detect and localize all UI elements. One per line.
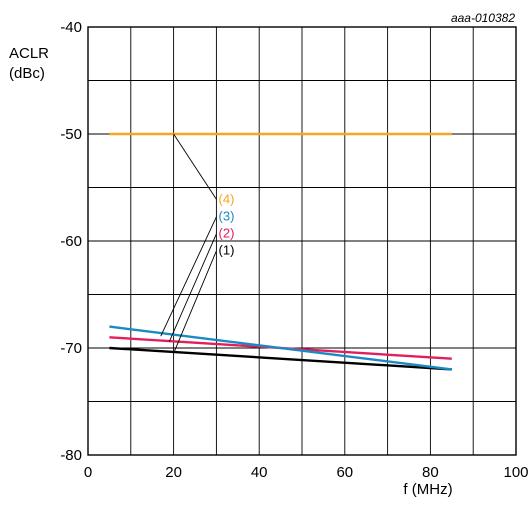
y-tick-label: -60	[60, 233, 82, 250]
series-label: (2)	[219, 226, 235, 241]
annotation-leaders	[160, 133, 217, 354]
series-line-1	[109, 346, 452, 371]
x-tick-label: 0	[84, 464, 92, 481]
series-label: (1)	[219, 243, 235, 258]
annotation-labels: (4) (3) (2) (1)	[219, 192, 235, 258]
grid	[88, 27, 516, 455]
y-axis-label-line1: ACLR	[9, 45, 49, 62]
y-tick-label: -40	[60, 19, 82, 36]
x-tick-label: 20	[165, 464, 182, 481]
tick-labels: 0 20 40 60 80 100 -80 -70 -60 -50 -40	[60, 19, 528, 481]
leader-line	[173, 133, 217, 200]
series-label: (4)	[219, 192, 235, 207]
x-tick-label: 40	[251, 464, 268, 481]
x-axis-label: f (MHz)	[403, 481, 452, 498]
y-axis-label-line2: (dBc)	[9, 65, 45, 82]
plot-border	[87, 26, 517, 456]
x-tick-label: 80	[422, 464, 439, 481]
leader-line	[160, 216, 217, 337]
series-lines	[109, 132, 452, 371]
x-tick-label: 60	[336, 464, 353, 481]
series-line-3	[109, 325, 452, 371]
y-tick-label: -80	[60, 447, 82, 464]
y-axis-label: ACLR (dBc)	[9, 45, 53, 82]
leader-line	[173, 250, 217, 354]
leader-line	[168, 233, 217, 342]
y-tick-label: -50	[60, 126, 82, 143]
figure-id: aaa-010382	[451, 11, 515, 25]
x-tick-label: 100	[503, 464, 528, 481]
plot-frame	[87, 26, 517, 456]
series-label: (3)	[219, 209, 235, 224]
y-tick-label: -70	[60, 340, 82, 357]
